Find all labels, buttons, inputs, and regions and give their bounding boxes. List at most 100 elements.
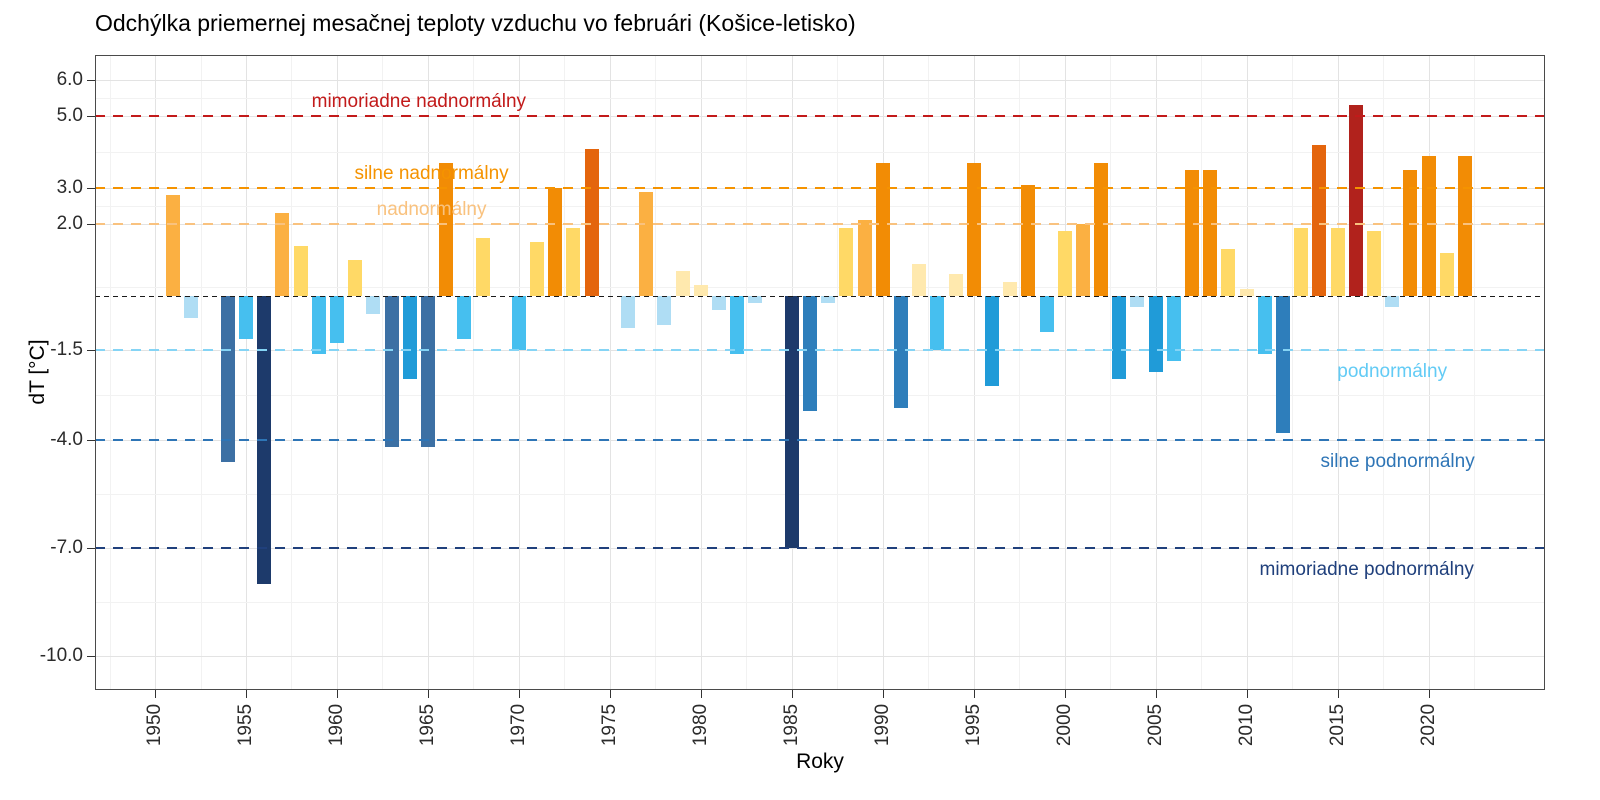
y-tick--10.0 bbox=[87, 655, 95, 657]
bar-1965 bbox=[420, 296, 435, 448]
bar-2014 bbox=[1312, 144, 1327, 297]
bar-1977 bbox=[639, 191, 654, 297]
grid-minor-x bbox=[109, 55, 111, 690]
bar-1998 bbox=[1021, 184, 1036, 297]
bar-1983 bbox=[748, 296, 763, 304]
ref-line-0 bbox=[95, 295, 1545, 297]
y-tick--7.0 bbox=[87, 547, 95, 549]
y-tick-5.0 bbox=[87, 116, 95, 118]
x-tick-label-1995: 1995 bbox=[962, 703, 984, 747]
bar-2017 bbox=[1366, 231, 1381, 297]
x-tick-label-1955: 1955 bbox=[235, 703, 256, 747]
bar-1986 bbox=[802, 296, 817, 412]
x-tick-1995 bbox=[973, 690, 975, 698]
bar-1990 bbox=[875, 162, 890, 297]
bar-1951 bbox=[166, 195, 181, 297]
grid-major-x-2020 bbox=[1428, 55, 1430, 690]
grid-major-x-2015 bbox=[1337, 55, 1339, 690]
x-tick-1990 bbox=[882, 690, 884, 698]
ref-label-nadnormálny: nadnormálny bbox=[376, 199, 487, 221]
ref-line-5 bbox=[95, 115, 1545, 118]
bar-1979 bbox=[675, 270, 690, 297]
bar-2001 bbox=[1075, 224, 1090, 297]
x-tick-2010 bbox=[1246, 690, 1248, 698]
bar-2000 bbox=[1057, 231, 1072, 297]
bar-1964 bbox=[402, 296, 417, 379]
grid-minor-x bbox=[746, 55, 748, 690]
bar-2012 bbox=[1276, 296, 1291, 433]
bar-2006 bbox=[1166, 296, 1181, 361]
bar-1980 bbox=[693, 285, 708, 297]
bar-2009 bbox=[1221, 249, 1236, 297]
grid-major-x-1980 bbox=[700, 55, 702, 690]
x-tick-1965 bbox=[427, 690, 429, 698]
ref-label-silne-podnormálny: silne podnormálny bbox=[1320, 451, 1475, 473]
bar-1960 bbox=[329, 296, 344, 343]
bar-2003 bbox=[1112, 296, 1127, 379]
x-tick-1955 bbox=[246, 690, 247, 698]
grid-minor-x bbox=[473, 55, 475, 690]
bar-1991 bbox=[893, 296, 908, 408]
bar-1995 bbox=[966, 162, 981, 297]
x-tick-label-2000: 2000 bbox=[1053, 703, 1075, 747]
ref-line-2 bbox=[95, 223, 1545, 226]
grid-minor-x bbox=[1292, 55, 1294, 690]
y-tick-3.0 bbox=[87, 188, 95, 190]
plot-area: mimoriadne nadnormálny silne nadnormálny n… bbox=[95, 55, 1545, 690]
bar-1999 bbox=[1039, 296, 1054, 333]
x-tick-label-1980: 1980 bbox=[689, 703, 711, 747]
ref-label-silne-nadnormálny: silne nadnormálny bbox=[354, 163, 509, 185]
bar-1962 bbox=[366, 296, 381, 315]
x-axis-title: Roky bbox=[796, 750, 844, 773]
bar-2022 bbox=[1457, 155, 1472, 297]
y-tick-label--10.0: -10.0 bbox=[39, 644, 83, 666]
grid-minor-x bbox=[1019, 55, 1021, 690]
x-tick-1960 bbox=[336, 690, 338, 698]
bar-2018 bbox=[1385, 296, 1400, 307]
grid-major-x-1995 bbox=[973, 55, 975, 690]
bar-1954 bbox=[220, 296, 235, 462]
ref-line-3 bbox=[95, 187, 1545, 190]
bar-1955 bbox=[239, 296, 253, 340]
bar-2005 bbox=[1148, 296, 1163, 372]
bar-1976 bbox=[621, 296, 636, 329]
grid-minor-y bbox=[95, 206, 1545, 208]
grid-major-x-2010 bbox=[1246, 55, 1248, 690]
ref-label-podnormálny: podnormálny bbox=[1337, 361, 1448, 383]
x-tick-label-1950: 1950 bbox=[144, 703, 166, 747]
bar-2013 bbox=[1294, 227, 1309, 297]
bar-1972 bbox=[548, 188, 563, 297]
bar-1981 bbox=[712, 296, 727, 311]
bar-1966 bbox=[439, 162, 454, 297]
bar-2020 bbox=[1421, 155, 1436, 297]
grid-minor-y bbox=[95, 601, 1545, 603]
grid-minor-y bbox=[95, 493, 1545, 495]
bar-1996 bbox=[984, 296, 999, 386]
x-tick-2005 bbox=[1155, 690, 1157, 698]
bar-2019 bbox=[1403, 170, 1418, 297]
grid-major-x-1975 bbox=[609, 55, 611, 690]
x-tick-label-1990: 1990 bbox=[871, 703, 893, 747]
grid-minor-x bbox=[928, 55, 930, 690]
bar-2004 bbox=[1130, 296, 1145, 307]
bar-1974 bbox=[584, 148, 599, 297]
y-tick-6.0 bbox=[87, 80, 95, 82]
grid-major-x-1960 bbox=[336, 55, 338, 690]
bar-2008 bbox=[1203, 170, 1218, 297]
y-tick-label--4.0: -4.0 bbox=[50, 428, 83, 450]
x-tick-label-1985: 1985 bbox=[780, 703, 802, 747]
grid-minor-y bbox=[95, 98, 1545, 100]
bar-1985 bbox=[784, 296, 799, 548]
grid-minor-y bbox=[95, 287, 1545, 289]
bar-1978 bbox=[657, 296, 672, 325]
ref-label-mimoriadne-nadnormálny: mimoriadne nadnormálny bbox=[311, 91, 527, 113]
y-tick-label-2.0: 2.0 bbox=[56, 213, 83, 235]
x-tick-label-2020: 2020 bbox=[1417, 703, 1439, 747]
x-tick-2000 bbox=[1064, 690, 1066, 698]
grid-minor-y bbox=[95, 394, 1545, 396]
x-tick-label-1975: 1975 bbox=[598, 703, 620, 747]
grid-minor-x bbox=[837, 55, 839, 690]
grid-minor-x bbox=[1474, 55, 1476, 690]
bar-1957 bbox=[275, 213, 290, 297]
